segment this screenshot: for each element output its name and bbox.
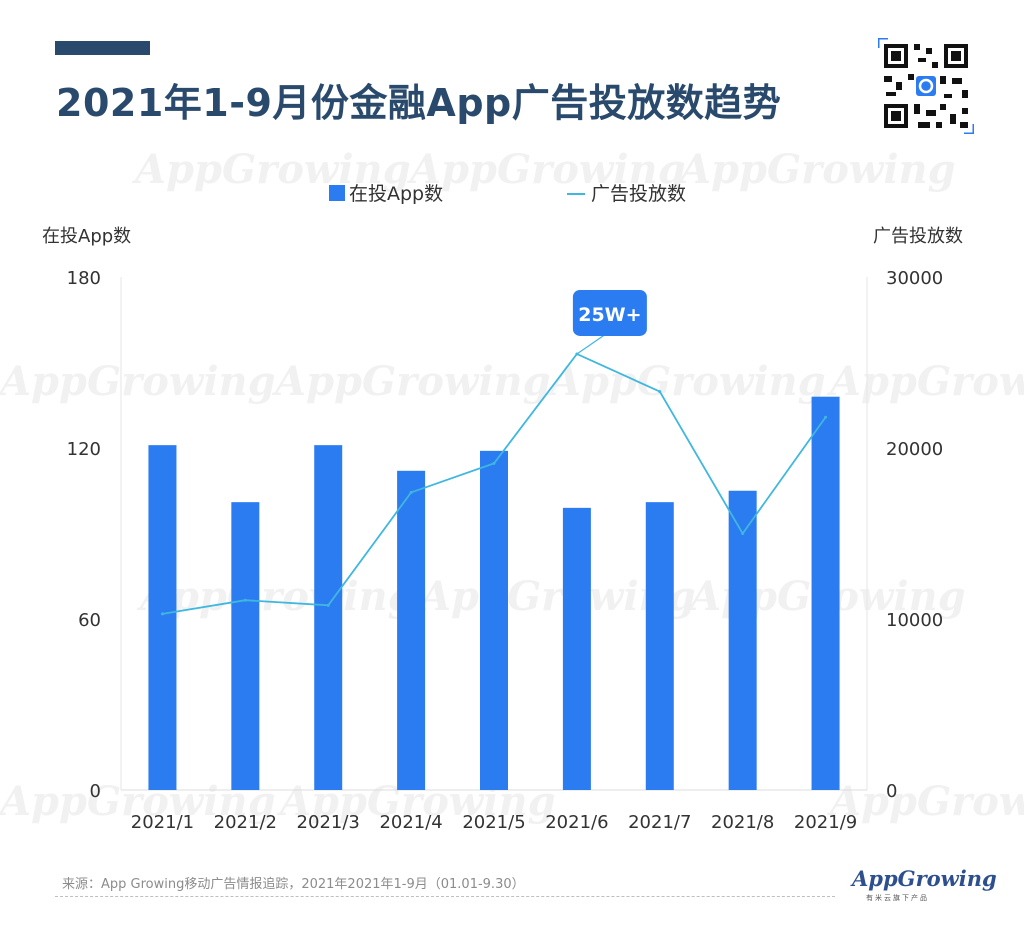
bar bbox=[148, 445, 177, 790]
line-point bbox=[243, 598, 247, 602]
bar-series bbox=[148, 396, 840, 790]
annotation: 25W+ bbox=[572, 289, 647, 355]
y-tick-label: 60 bbox=[78, 610, 101, 631]
watermark-text: AppGrowing bbox=[546, 358, 826, 405]
line-point bbox=[658, 390, 662, 394]
y-tick-label: 0 bbox=[90, 781, 101, 802]
qr-code-icon bbox=[878, 38, 974, 134]
bar bbox=[397, 470, 426, 790]
watermark-text: AppGrowing bbox=[271, 358, 551, 405]
line-point bbox=[326, 603, 330, 607]
y-tick-label: 120 bbox=[67, 439, 101, 460]
watermark-text: AppGrowing bbox=[0, 778, 276, 825]
y-axis-title-right: 广告投放数 bbox=[873, 226, 963, 247]
brand-logo: AppGrowing bbox=[852, 866, 997, 891]
legend: 在投App数 广告投放数 bbox=[329, 183, 686, 205]
watermark-text: AppGrowing bbox=[136, 573, 416, 620]
y2-tick-label: 20000 bbox=[886, 439, 943, 460]
chart: AppGrowing AppGrowingAppGrowingAppGrowing… bbox=[0, 146, 1024, 833]
x-tick-label: 2021/3 bbox=[297, 812, 360, 833]
bar bbox=[645, 502, 674, 790]
x-tick-label: 2021/8 bbox=[711, 812, 774, 833]
watermark-text: AppGrowing bbox=[826, 358, 1024, 405]
line-point bbox=[492, 461, 496, 465]
y-axis-ticks-right: 0 10000 20000 30000 bbox=[886, 268, 943, 802]
legend-swatch-bar bbox=[329, 185, 345, 201]
bar bbox=[562, 507, 591, 790]
watermark-text: AppGrowing bbox=[0, 358, 276, 405]
y-axis-ticks-left: 0 60 120 180 bbox=[67, 268, 101, 802]
y2-tick-label: 10000 bbox=[886, 610, 943, 631]
x-tick-label: 2021/4 bbox=[379, 812, 442, 833]
bar bbox=[728, 490, 757, 790]
x-tick-label: 2021/1 bbox=[131, 812, 194, 833]
legend-label-line: 广告投放数 bbox=[591, 183, 686, 205]
line-point bbox=[409, 490, 413, 494]
brand-tagline: 有米云旗下产品 bbox=[866, 894, 929, 902]
x-tick-label: 2021/2 bbox=[214, 812, 277, 833]
line-point bbox=[160, 612, 164, 616]
bar bbox=[480, 450, 508, 790]
watermark-text: AppGrowing bbox=[131, 146, 411, 193]
y-tick-label: 180 bbox=[67, 268, 101, 289]
page-title: 2021年1-9月份金融App广告投放数趋势 bbox=[56, 81, 782, 125]
x-axis-ticks: 2021/1 2021/2 2021/3 2021/4 2021/5 2021/6 2021… bbox=[131, 812, 857, 833]
y2-tick-label: 0 bbox=[886, 781, 897, 802]
annotation-label: 25W+ bbox=[578, 304, 641, 326]
annotation-callout bbox=[572, 289, 647, 336]
x-tick-label: 2021/7 bbox=[628, 812, 691, 833]
bar bbox=[231, 502, 260, 790]
x-tick-label: 2021/9 bbox=[794, 812, 857, 833]
title-accent-bar bbox=[55, 41, 150, 55]
y2-tick-label: 30000 bbox=[886, 268, 943, 289]
line-point bbox=[741, 532, 745, 535]
annotation-leader bbox=[576, 333, 607, 355]
line-series bbox=[160, 352, 828, 616]
footer-divider bbox=[55, 896, 835, 897]
legend-label-bar: 在投App数 bbox=[349, 183, 443, 205]
source-note: 来源：App Growing移动广告情报追踪，2021年2021年1-9月（01… bbox=[62, 877, 525, 892]
y-axis-title-left: 在投App数 bbox=[42, 226, 131, 247]
x-tick-label: 2021/5 bbox=[462, 812, 525, 833]
x-tick-label: 2021/6 bbox=[545, 812, 608, 833]
line-point bbox=[824, 415, 828, 419]
watermark-text: AppGrowing bbox=[406, 146, 686, 193]
watermark-text: AppGrowing bbox=[826, 778, 1024, 825]
bar bbox=[811, 396, 840, 790]
watermark-text: AppGrowing bbox=[676, 146, 956, 193]
bar bbox=[314, 445, 343, 790]
